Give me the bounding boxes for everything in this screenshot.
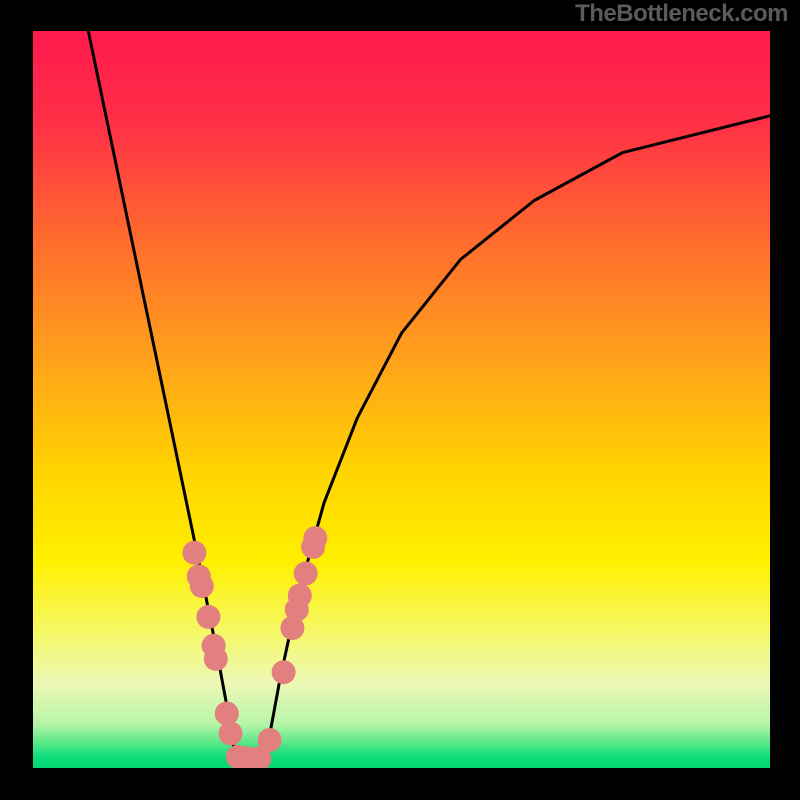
chart-container: TheBottleneck.com <box>0 0 800 800</box>
data-marker <box>190 574 214 598</box>
plot-area <box>33 31 770 768</box>
data-marker <box>258 728 282 752</box>
data-marker <box>182 541 206 565</box>
data-marker <box>288 584 312 608</box>
data-marker <box>294 561 318 585</box>
data-marker <box>303 526 327 550</box>
gradient-background <box>33 31 770 768</box>
data-marker <box>204 647 228 671</box>
data-marker <box>219 721 243 745</box>
data-marker <box>272 660 296 684</box>
data-marker <box>196 605 220 629</box>
data-marker <box>215 702 239 726</box>
watermark-text: TheBottleneck.com <box>575 0 788 28</box>
